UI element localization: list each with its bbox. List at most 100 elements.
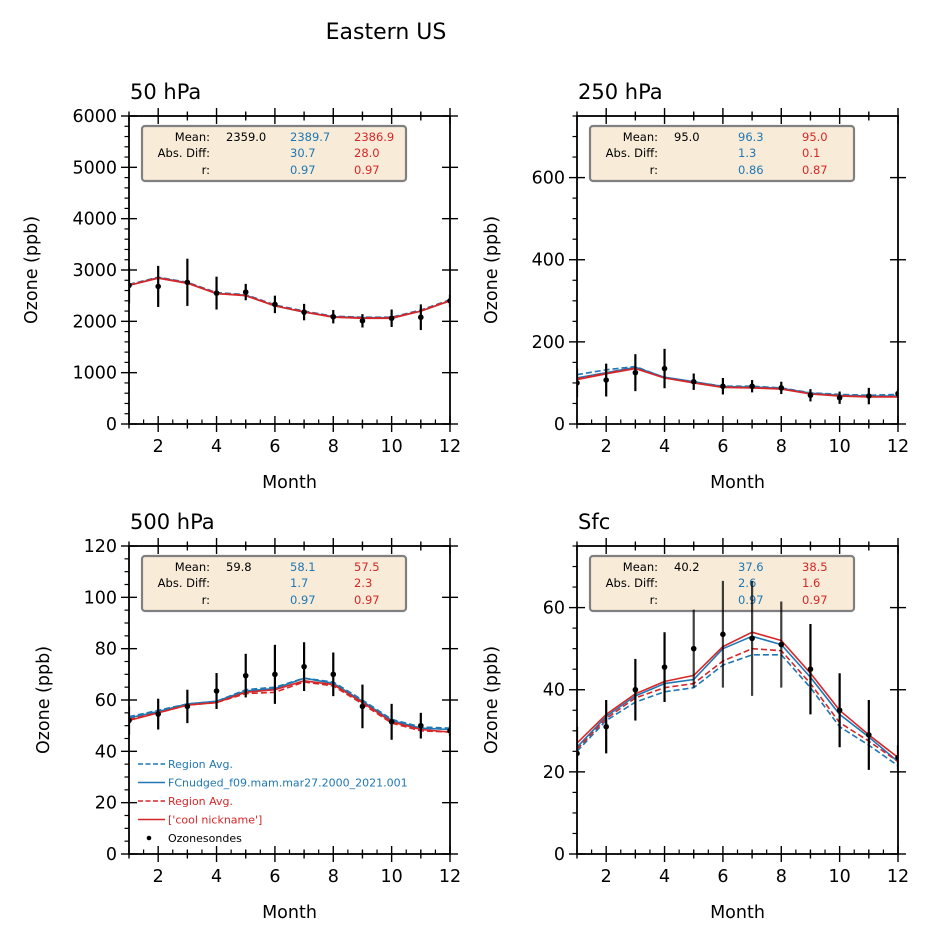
x-tick-label: 10 xyxy=(828,437,850,457)
panel-250hpa: 250 hPa Mean: Abs. Diff: r: 95.0 96.3 1.3 0.86 9… xyxy=(482,80,909,493)
stats-label: r: xyxy=(650,163,658,177)
stats-blue-absdiff: 2.6 xyxy=(738,576,756,590)
series-group xyxy=(577,580,898,781)
x-tick-label: 6 xyxy=(717,867,728,887)
panel-title: 250 hPa xyxy=(578,80,663,104)
stats-label: Abs. Diff: xyxy=(606,576,658,590)
stats-blue-r: 0.97 xyxy=(738,593,764,607)
y-tick-label: 80 xyxy=(95,640,117,660)
obs-point xyxy=(749,383,755,390)
obs-point xyxy=(155,711,161,717)
stats-obs-mean: 40.2 xyxy=(674,560,700,574)
stats-box xyxy=(140,554,408,613)
obs-point xyxy=(418,314,424,321)
obs-point xyxy=(866,393,872,399)
stats-red-mean: 2386.9 xyxy=(354,130,394,144)
y-tick-label: 6000 xyxy=(72,107,117,127)
stats-red-mean: 57.5 xyxy=(354,560,380,574)
y-tick-label: 40 xyxy=(95,742,117,762)
obs-point xyxy=(836,707,843,714)
series-line-dashed-blue xyxy=(129,276,450,319)
obs-point xyxy=(330,671,337,678)
obs-point xyxy=(749,635,755,642)
stats-red-absdiff: 28.0 xyxy=(354,146,380,160)
x-tick-label: 6 xyxy=(269,437,280,457)
series-line-solid-blue xyxy=(577,635,898,763)
stats-red-absdiff: 0.1 xyxy=(802,146,820,160)
obs-point xyxy=(272,671,278,678)
series-group xyxy=(577,348,898,405)
x-axis-label: Month xyxy=(262,903,317,923)
x-tick-label: 8 xyxy=(776,867,787,887)
stats-label: Mean: xyxy=(623,560,658,574)
x-axis-label: Month xyxy=(262,473,317,493)
stats-red-r: 0.97 xyxy=(354,163,380,177)
series-line-dashed-blue xyxy=(577,653,898,767)
obs-point xyxy=(661,365,668,372)
x-tick-label: 8 xyxy=(776,437,787,457)
stats-blue-r: 0.97 xyxy=(290,593,316,607)
x-tick-label: 8 xyxy=(328,867,339,887)
y-tick-label: 20 xyxy=(95,794,117,814)
stats-red-mean: 95.0 xyxy=(802,130,828,144)
stats-red-r: 0.87 xyxy=(802,163,828,177)
stats-blue-r: 0.97 xyxy=(290,163,316,177)
y-tick-label: 0 xyxy=(554,845,565,865)
y-tick-label: 0 xyxy=(106,845,117,865)
obs-point xyxy=(632,369,639,376)
obs-point xyxy=(388,719,395,725)
legend: Region Avg. FCnudged_f09.mam.mar27.2000_2… xyxy=(138,758,408,845)
x-tick-label: 12 xyxy=(887,867,909,887)
stats-label: r: xyxy=(202,593,210,607)
stats-label: Mean: xyxy=(175,560,210,574)
x-tick-label: 4 xyxy=(659,437,670,457)
stats-obs-mean: 2359.0 xyxy=(226,130,266,144)
stats-label: r: xyxy=(202,163,210,177)
obs-point xyxy=(720,631,726,638)
y-tick-label: 100 xyxy=(84,588,117,608)
legend-entry: Region Avg. xyxy=(138,795,233,808)
legend-entry: Ozonesondes xyxy=(146,832,242,845)
obs-point xyxy=(603,723,609,730)
stats-blue-absdiff: 30.7 xyxy=(290,146,316,160)
obs-point xyxy=(359,318,366,324)
stats-label: Abs. Diff: xyxy=(158,146,210,160)
x-tick-label: 10 xyxy=(828,867,850,887)
x-tick-label: 6 xyxy=(717,437,728,457)
legend-label: ['cool nickname'] xyxy=(168,814,262,827)
x-axis-label: Month xyxy=(710,903,765,923)
obs-point xyxy=(301,309,307,315)
stats-red-mean: 38.5 xyxy=(802,560,828,574)
legend-entry: ['cool nickname'] xyxy=(138,814,262,827)
legend-label: Region Avg. xyxy=(168,795,233,808)
panel-sfc: Sfc Mean: Abs. Diff: r: 40.2 37.6 2.6 0.97 38.5 1… xyxy=(482,510,909,923)
stats-red-absdiff: 1.6 xyxy=(802,576,820,590)
stats-box xyxy=(588,124,856,183)
series-line-solid-blue xyxy=(129,276,450,319)
stats-blue-mean: 96.3 xyxy=(738,130,764,144)
obs-point xyxy=(866,732,872,738)
figure-title: Eastern US xyxy=(326,20,447,45)
series-line-solid-red xyxy=(577,367,898,398)
stats-label: Mean: xyxy=(175,130,210,144)
series-line-solid-blue xyxy=(577,366,898,397)
y-tick-label: 400 xyxy=(532,251,565,271)
legend-label: FCnudged_f09.mam.mar27.2000_2021.001 xyxy=(168,777,408,790)
y-tick-label: 1000 xyxy=(72,364,117,384)
obs-point xyxy=(778,385,785,391)
obs-point xyxy=(213,688,220,694)
series-line-solid-red xyxy=(577,631,898,759)
obs-point xyxy=(807,392,814,399)
legend-entry: Region Avg. xyxy=(138,758,233,771)
x-tick-label: 10 xyxy=(380,867,402,887)
stats-red-r: 0.97 xyxy=(802,593,828,607)
obs-point xyxy=(301,663,307,670)
y-tick-label: 200 xyxy=(532,333,565,353)
stats-red-r: 0.97 xyxy=(354,593,380,607)
y-tick-label: 120 xyxy=(84,537,117,557)
stats-red-absdiff: 2.3 xyxy=(354,576,372,590)
panel-500hpa: 500 hPa Mean: Abs. Diff: r: 59.8 58.1 1.7 0.97 5… xyxy=(34,510,461,923)
stats-label: Abs. Diff: xyxy=(158,576,210,590)
obs-point xyxy=(603,377,609,383)
x-tick-label: 12 xyxy=(439,437,461,457)
